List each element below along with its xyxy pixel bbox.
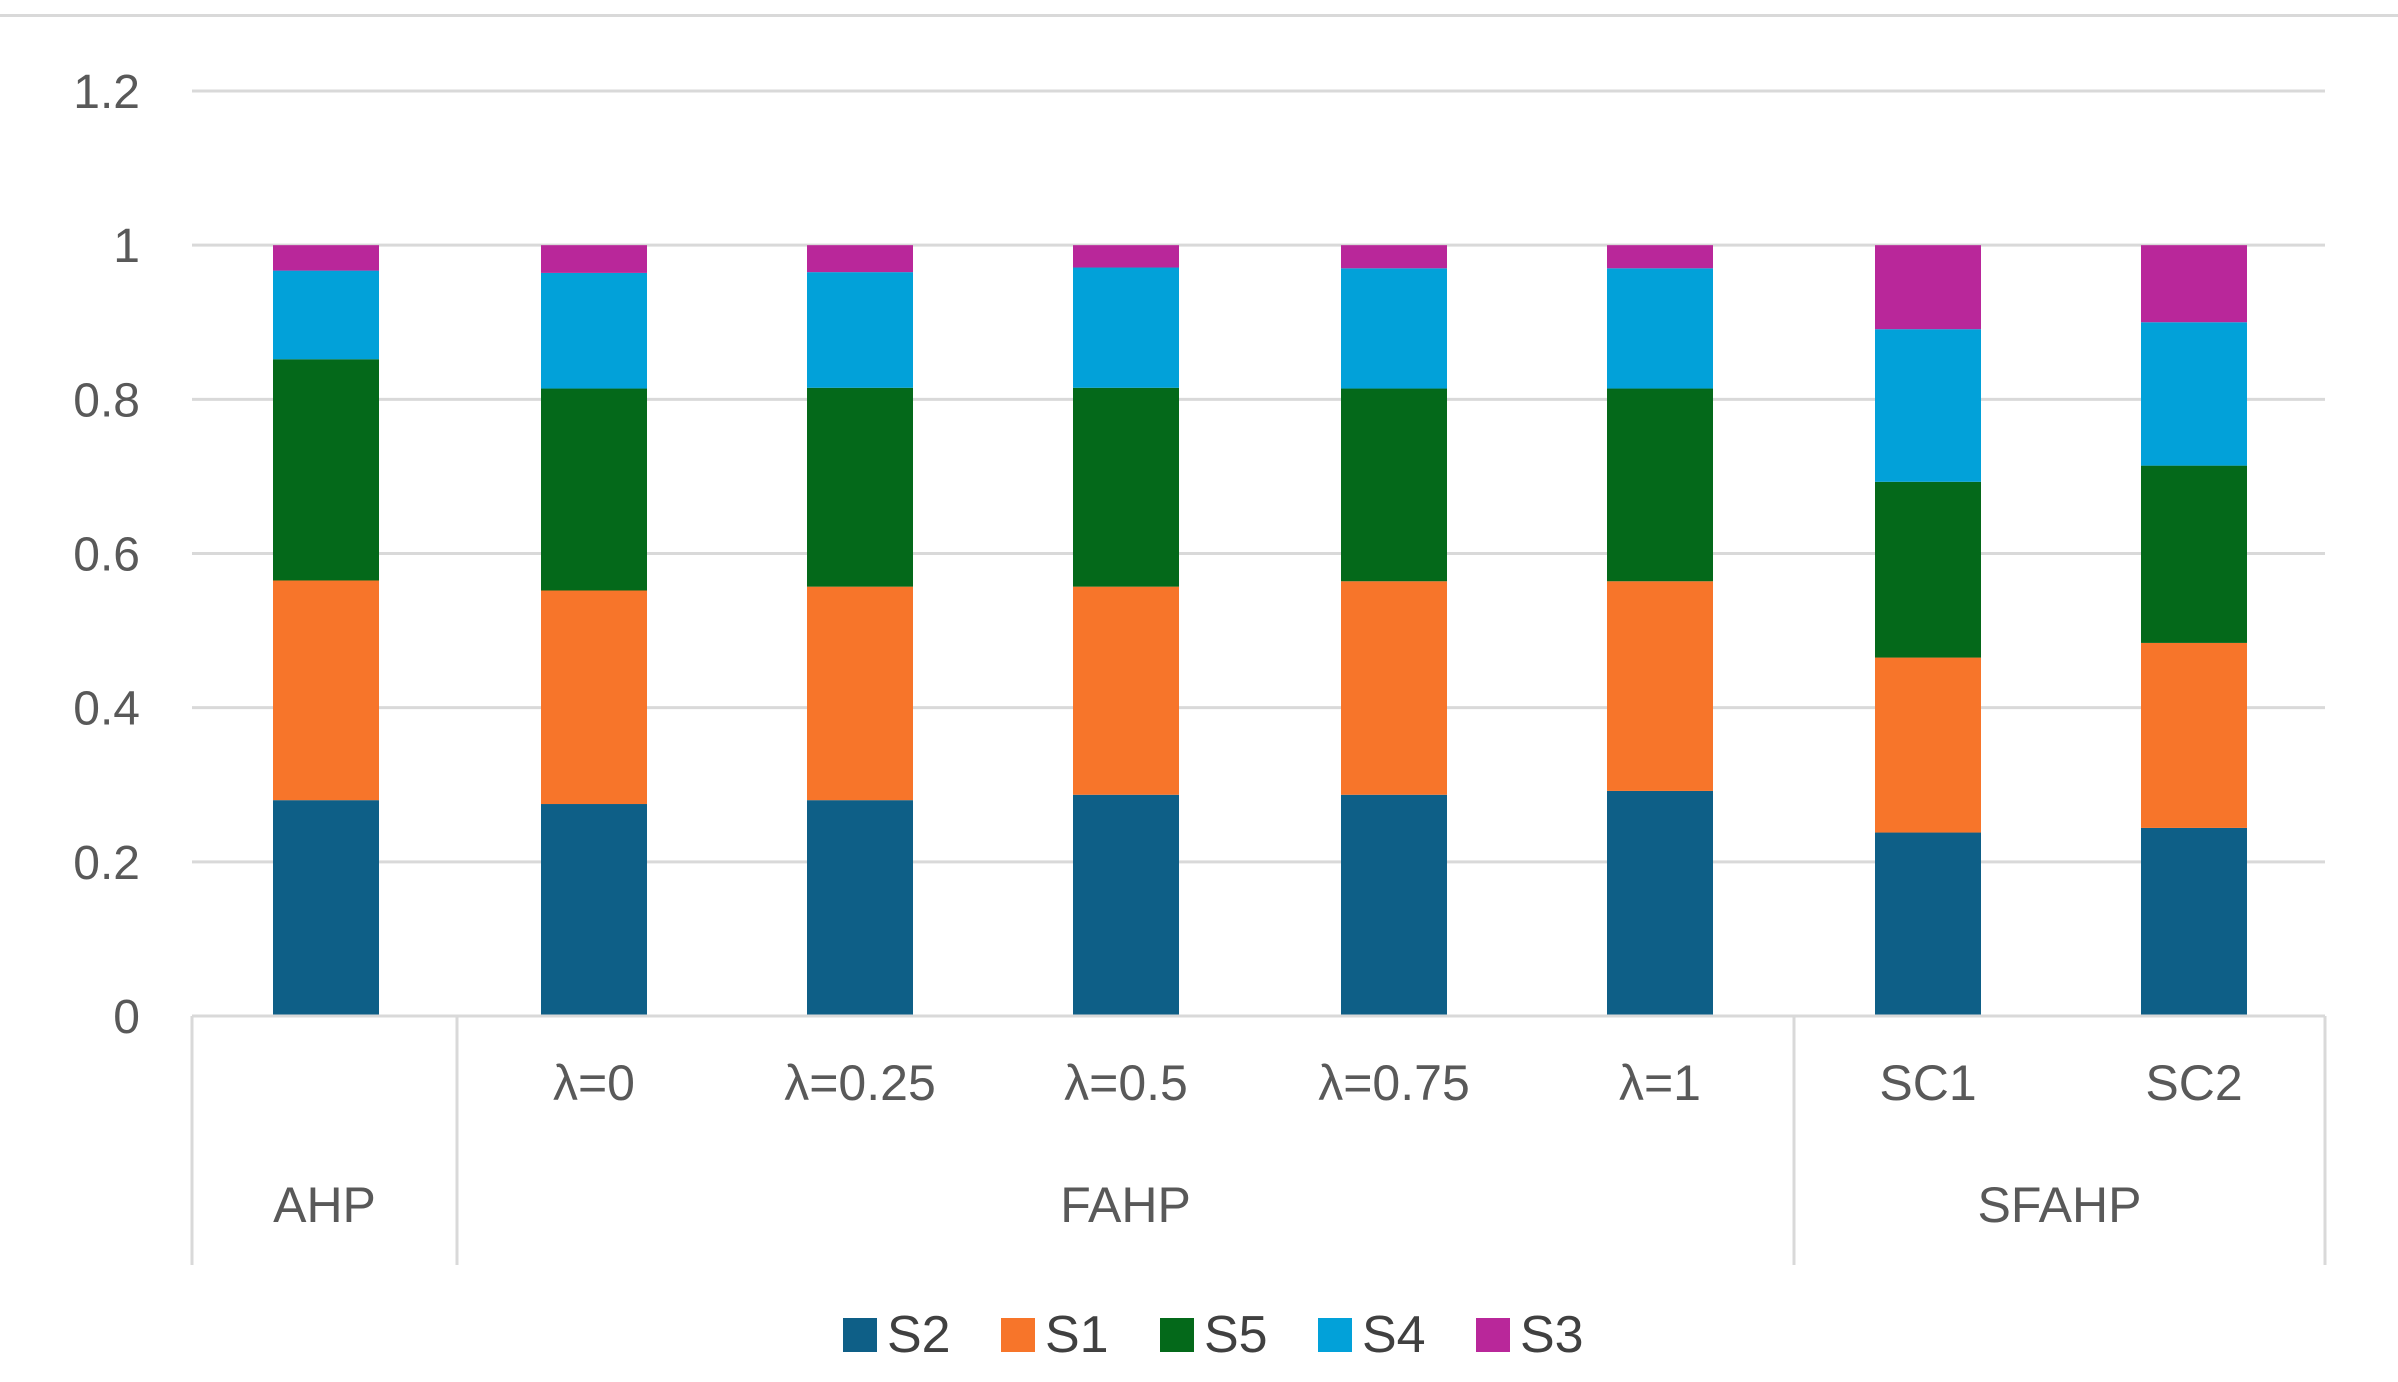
- bar-segment-s3-lambda-1: [1607, 245, 1713, 269]
- bar-segment-s1-lambda-0: [541, 590, 647, 805]
- bar-segment-s5-lambda-0-25: [807, 387, 913, 587]
- bar-segment-s3-lambda-0-25: [807, 245, 913, 273]
- bar-segment-s5-lambda-0-5: [1073, 387, 1179, 587]
- bar-segment-s2-lambda-0-75: [1341, 794, 1447, 1016]
- bar-segment-s4-ahp: [273, 270, 379, 360]
- category-label-lambda-0: λ=0: [553, 1055, 635, 1111]
- bar-segment-s4-sc2: [2141, 322, 2247, 466]
- y-tick-label: 0.8: [73, 374, 140, 427]
- bar-segment-s1-ahp: [273, 580, 379, 801]
- bar-segment-s1-lambda-0-25: [807, 586, 913, 801]
- y-tick-label: 0.4: [73, 683, 140, 736]
- bar-segment-s4-lambda-0: [541, 272, 647, 389]
- y-tick-label: 0.2: [73, 837, 140, 890]
- bar-segment-s2-ahp: [273, 800, 379, 1016]
- bar-segment-s1-sc2: [2141, 642, 2247, 828]
- y-axis-tick-labels: 0 0.2 0.4 0.6 0.8 1 1.2: [73, 66, 140, 1044]
- bar-segment-s3-lambda-0: [541, 245, 647, 273]
- category-label-lambda-0-75: λ=0.75: [1318, 1055, 1470, 1111]
- bar-segment-s1-lambda-1: [1607, 581, 1713, 791]
- bar-segment-s5-lambda-0: [541, 388, 647, 591]
- y-tick-label: 1.2: [73, 66, 140, 119]
- category-label-lambda-0-25: λ=0.25: [784, 1055, 936, 1111]
- legend: S2 S1 S5 S4 S3: [843, 1306, 1584, 1364]
- bar-segment-s2-lambda-1: [1607, 790, 1713, 1016]
- category-axis: λ=0 λ=0.25 λ=0.5 λ=0.75 λ=1 SC1 SC2 AHP FAHP SFAH…: [190, 1014, 2327, 1265]
- bar-segment-s4-lambda-1: [1607, 268, 1713, 389]
- bar-segment-s4-lambda-0-5: [1073, 267, 1179, 388]
- legend-label-s1: S1: [1045, 1306, 1109, 1364]
- bar-segment-s3-sc1: [1875, 245, 1981, 330]
- legend-swatch-s4: [1318, 1318, 1352, 1352]
- group-label-fahp: FAHP: [1060, 1177, 1191, 1233]
- bar-segment-s5-sc1: [1875, 481, 1981, 658]
- legend-swatch-s5: [1160, 1318, 1194, 1352]
- legend-swatch-s1: [1001, 1318, 1035, 1352]
- bar-segment-s4-sc1: [1875, 329, 1981, 482]
- bar-segment-s3-lambda-0-75: [1341, 245, 1447, 269]
- bar-segment-s5-lambda-0-75: [1341, 388, 1447, 582]
- group-label-sfahp: SFAHP: [1978, 1177, 2142, 1233]
- bar-segment-s2-lambda-0-25: [807, 800, 913, 1016]
- bar-segment-s5-sc2: [2141, 465, 2247, 643]
- bar-segment-s2-lambda-0-5: [1073, 794, 1179, 1016]
- chart-top-border: [0, 14, 2398, 17]
- category-label-sc2: SC2: [2145, 1055, 2242, 1111]
- y-tick-label: 0: [113, 991, 140, 1044]
- bar-segment-s3-sc2: [2141, 245, 2247, 323]
- bar-segment-s2-lambda-0: [541, 804, 647, 1016]
- legend-label-s3: S3: [1520, 1306, 1584, 1364]
- bar-segment-s3-ahp: [273, 245, 379, 271]
- bar-segment-s5-lambda-1: [1607, 388, 1713, 582]
- legend-label-s4: S4: [1362, 1306, 1426, 1364]
- bar-segment-s3-lambda-0-5: [1073, 245, 1179, 268]
- group-label-ahp: AHP: [273, 1177, 376, 1233]
- bars: [273, 245, 2247, 1016]
- bar-segment-s2-sc2: [2141, 827, 2247, 1016]
- legend-swatch-s3: [1476, 1318, 1510, 1352]
- category-label-lambda-0-5: λ=0.5: [1064, 1055, 1188, 1111]
- category-label-sc1: SC1: [1879, 1055, 1976, 1111]
- gridlines: [192, 89, 2325, 864]
- bar-segment-s1-lambda-0-75: [1341, 581, 1447, 795]
- bar-segment-s5-ahp: [273, 359, 379, 581]
- y-tick-label: 1: [113, 220, 140, 273]
- bar-segment-s1-lambda-0-5: [1073, 586, 1179, 795]
- y-tick-label: 0.6: [73, 529, 140, 582]
- legend-label-s2: S2: [887, 1306, 951, 1364]
- bar-segment-s4-lambda-0-25: [807, 272, 913, 388]
- legend-swatch-s2: [843, 1318, 877, 1352]
- bar-segment-s2-sc1: [1875, 832, 1981, 1016]
- legend-label-s5: S5: [1204, 1306, 1268, 1364]
- bar-segment-s1-sc1: [1875, 657, 1981, 833]
- category-label-lambda-1: λ=1: [1619, 1055, 1701, 1111]
- bar-segment-s4-lambda-0-75: [1341, 268, 1447, 389]
